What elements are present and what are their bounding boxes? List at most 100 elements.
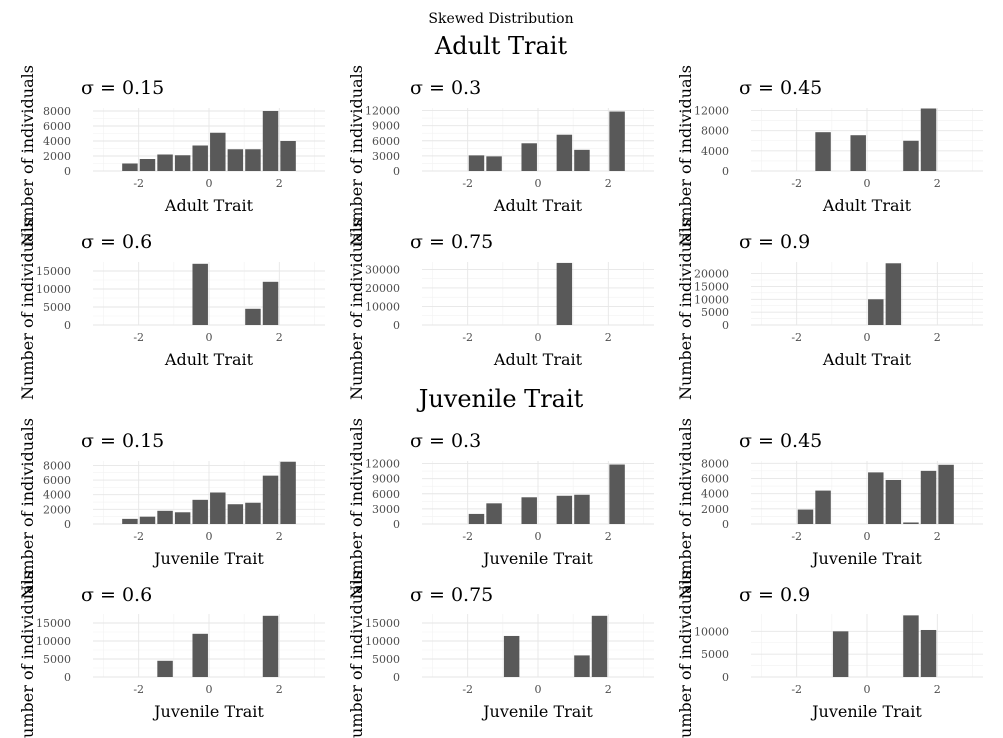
x-tick-label: 0 [535, 530, 542, 543]
bar [920, 629, 937, 677]
y-tick-label: 3000 [372, 150, 400, 163]
y-tick-label: 8000 [43, 459, 71, 472]
y-tick-label: 30000 [365, 263, 400, 276]
x-tick-label: 0 [864, 177, 871, 190]
panel-title: σ = 0.9 [739, 231, 810, 253]
y-tick-label: 9000 [372, 120, 400, 133]
y-axis-label: Number of individuals [18, 418, 37, 599]
bar [210, 132, 226, 171]
chart-panel-7: 0 3000 6000 9000 12000 -2 0 2 σ = 0.3 Juvenile Tr… [347, 418, 654, 599]
bar [521, 497, 537, 524]
bar [850, 135, 866, 171]
x-tick-label: -2 [133, 331, 144, 344]
x-tick-label: 0 [535, 683, 542, 696]
x-tick-label: 2 [934, 331, 941, 344]
x-tick-label: -2 [462, 530, 473, 543]
bar [868, 472, 884, 524]
chart-panel-1: 0 3000 6000 9000 12000 -2 0 2 σ = 0.3 Adult Trait… [347, 65, 654, 246]
y-tick-label: 6000 [372, 135, 400, 148]
y-tick-label: 6000 [701, 472, 729, 485]
y-tick-label: 15000 [36, 617, 71, 630]
x-axis-label: Adult Trait [493, 350, 583, 369]
y-tick-label: 0 [393, 165, 400, 178]
bar [157, 510, 173, 524]
x-axis-label: Adult Trait [164, 196, 254, 215]
chart-panel-11: 0 5000 10000 -2 0 2 σ = 0.9 Juvenile Trait Numbe… [676, 571, 983, 738]
bar [574, 149, 590, 171]
chart-panel-0: 0 2000 4000 6000 8000 -2 0 2 σ = 0.15 Adult Trait… [18, 65, 325, 246]
x-tick-label: 0 [206, 331, 213, 344]
bar [157, 660, 173, 677]
y-axis-label: Number of individuals [676, 219, 695, 400]
panel-title: σ = 0.6 [81, 231, 152, 253]
x-tick-label: 2 [934, 683, 941, 696]
x-axis-label: Juvenile Trait [481, 549, 593, 568]
y-tick-label: 8000 [701, 125, 729, 138]
y-tick-label: 10000 [694, 293, 729, 306]
x-axis-label: Adult Trait [164, 350, 254, 369]
bar [174, 512, 191, 524]
y-tick-label: 0 [722, 319, 729, 332]
bar [574, 655, 590, 677]
y-tick-label: 4000 [701, 488, 729, 501]
x-tick-label: -2 [133, 177, 144, 190]
chart-panel-8: 0 2000 4000 6000 8000 -2 0 2 σ = 0.45 Juvenile Tr… [676, 418, 983, 599]
bar [938, 464, 954, 524]
bar [556, 495, 573, 524]
y-tick-label: 15000 [365, 617, 400, 630]
y-tick-label: 5000 [43, 301, 71, 314]
panel-title: σ = 0.75 [410, 584, 493, 606]
panel-title: σ = 0.9 [739, 584, 810, 606]
panel-title: σ = 0.3 [410, 430, 481, 452]
chart-panel-3: 0 5000 10000 15000 -2 0 2 σ = 0.6 Adult Trait Num… [18, 219, 325, 400]
bar [139, 159, 156, 171]
x-tick-label: -2 [462, 683, 473, 696]
y-tick-label: 0 [722, 518, 729, 531]
x-axis-label: Adult Trait [822, 196, 912, 215]
bar [157, 154, 173, 171]
y-tick-label: 2000 [43, 150, 71, 163]
x-tick-label: -2 [791, 530, 802, 543]
y-axis-label: Number of individuals [18, 219, 37, 400]
bar [245, 502, 261, 524]
y-tick-label: 9000 [372, 473, 400, 486]
x-tick-label: 0 [206, 683, 213, 696]
bar [920, 108, 937, 171]
bar [192, 145, 208, 171]
bar [262, 615, 279, 677]
y-axis-label: Number of individuals [347, 571, 366, 738]
bar [885, 479, 902, 524]
y-tick-label: 5000 [43, 653, 71, 666]
y-tick-label: 15000 [694, 280, 729, 293]
bar [885, 263, 902, 325]
y-tick-label: 6000 [372, 488, 400, 501]
y-tick-label: 4000 [43, 135, 71, 148]
bar [262, 281, 279, 325]
x-tick-label: 2 [276, 530, 283, 543]
bar [122, 163, 138, 171]
bar [797, 509, 814, 524]
y-axis-label: Number of individuals [18, 571, 37, 738]
bar [903, 615, 919, 677]
y-tick-label: 12000 [694, 105, 729, 118]
main-title: Skewed Distribution [428, 11, 573, 27]
y-tick-label: 0 [64, 319, 71, 332]
y-tick-label: 0 [393, 671, 400, 684]
x-tick-label: 0 [864, 530, 871, 543]
section-title-juvenile: Juvenile Trait [416, 385, 584, 413]
y-axis-label: Number of individuals [676, 65, 695, 246]
y-tick-label: 20000 [694, 268, 729, 281]
x-tick-label: -2 [462, 177, 473, 190]
bar [815, 490, 831, 524]
y-tick-label: 4000 [43, 489, 71, 502]
y-tick-label: 0 [722, 671, 729, 684]
x-axis-label: Adult Trait [822, 350, 912, 369]
x-axis-label: Juvenile Trait [152, 702, 264, 721]
y-tick-label: 5000 [701, 306, 729, 319]
chart-panel-9: 0 5000 10000 15000 -2 0 2 σ = 0.6 Juvenile Trait… [18, 571, 325, 738]
x-tick-label: 0 [864, 683, 871, 696]
bar [920, 470, 937, 524]
